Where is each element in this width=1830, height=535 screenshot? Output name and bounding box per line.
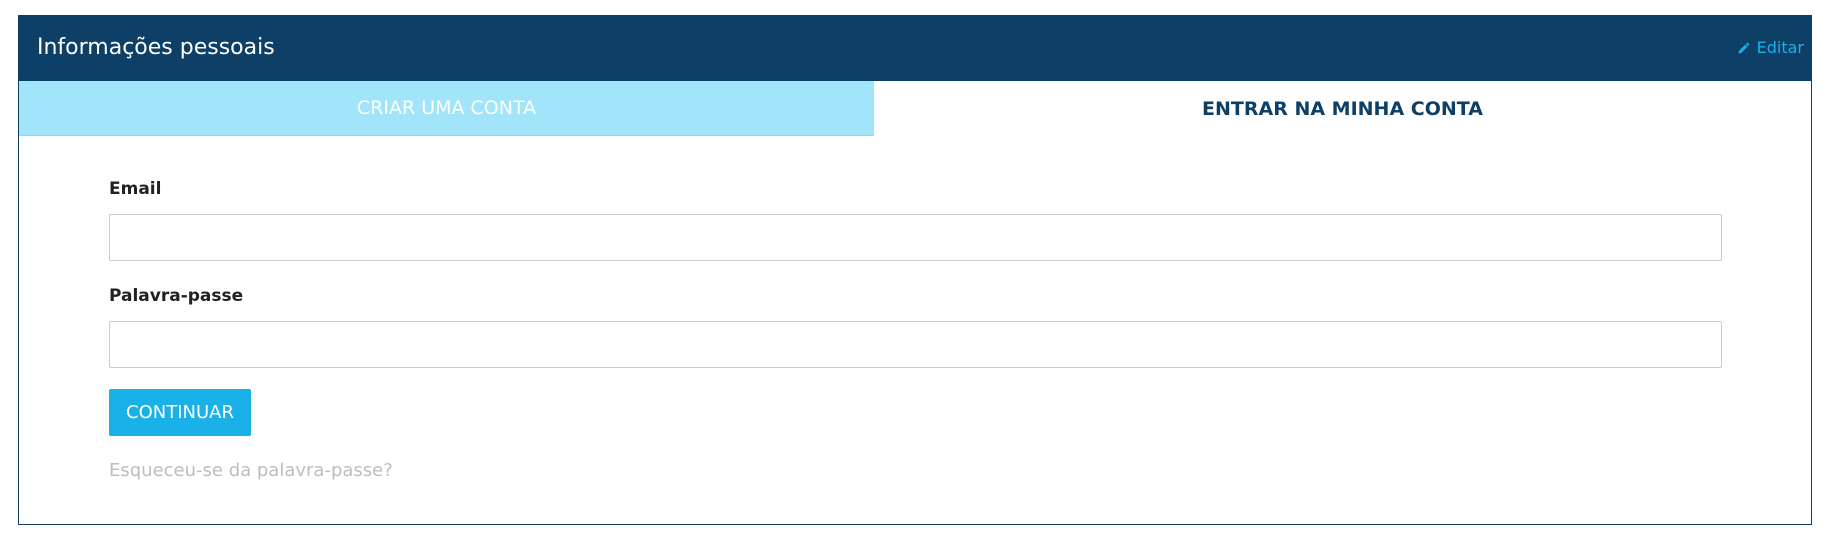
continue-button[interactable]: CONTINUAR (109, 389, 251, 436)
tab-login[interactable]: ENTRAR NA MINHA CONTA (1202, 97, 1483, 120)
forgot-link[interactable]: Esqueceu-se da palavra-passe? (109, 460, 393, 481)
title: Informações pessoais (37, 35, 275, 60)
tab-create[interactable]: CRIAR UMA CONTA (19, 81, 874, 136)
header (18, 15, 1812, 81)
email-label: Email (109, 179, 162, 199)
pencil-icon (1738, 42, 1749, 54)
password-label: Palavra-passe (109, 286, 244, 306)
edit-link[interactable]: Editar (1737, 36, 1804, 60)
password-input[interactable] (109, 321, 1722, 368)
edit-text: Editar (1756, 38, 1804, 57)
email-input[interactable] (109, 214, 1722, 261)
